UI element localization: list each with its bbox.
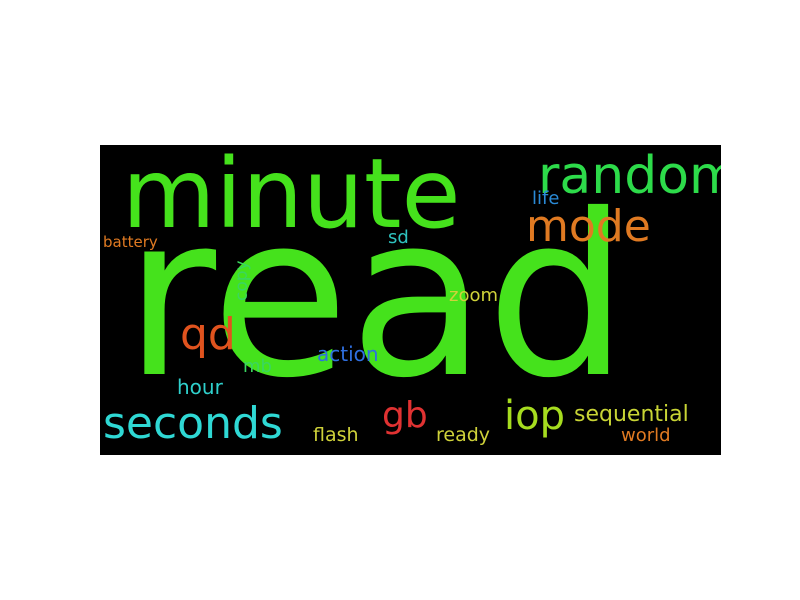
word-sd: sd (388, 227, 409, 248)
word-ready: ready (436, 424, 491, 446)
word-sequential: sequential (574, 402, 689, 427)
word-qd: qd (180, 309, 236, 360)
word-seconds: seconds (103, 398, 283, 449)
word-iop: iop (504, 393, 565, 439)
word-gb: gb (382, 395, 428, 436)
word-minute: minute (122, 145, 461, 250)
word-battery: battery (103, 233, 158, 251)
word-mb: mb (243, 356, 272, 377)
word-zoom: zoom (449, 285, 499, 306)
word-hour: hour (177, 375, 223, 399)
word-world: world (621, 425, 671, 446)
word-life: life (532, 188, 560, 209)
word-action: action (317, 342, 379, 366)
word-mode: mode (526, 201, 651, 252)
word-random: random (538, 146, 721, 206)
word-flash: flash (313, 424, 359, 446)
word-cloud: read minute random mode life sd battery … (100, 145, 721, 455)
word-read: read (124, 166, 629, 427)
word-copy: copy (232, 260, 252, 301)
